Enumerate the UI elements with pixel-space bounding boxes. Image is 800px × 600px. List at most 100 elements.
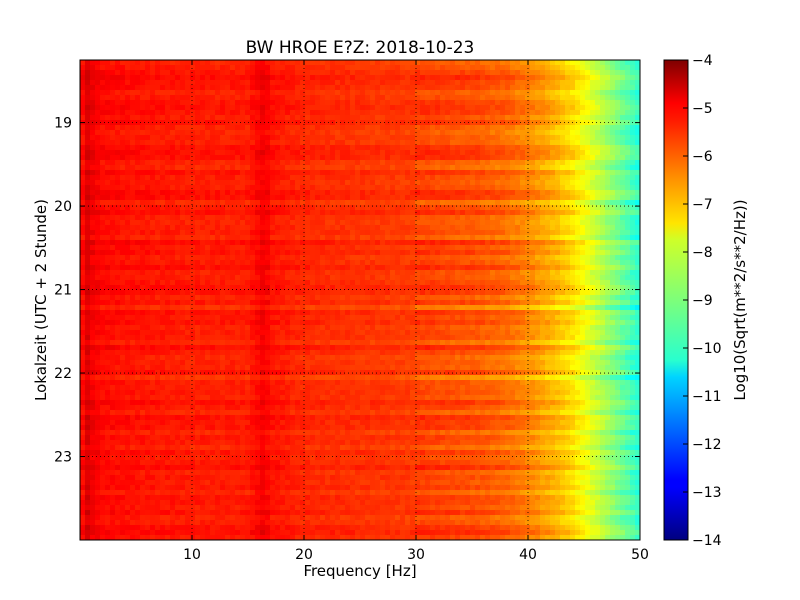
heatmap-cell [80,250,86,256]
heatmap-cell [100,280,106,286]
heatmap-cell [625,85,631,91]
heatmap-cell [180,180,186,186]
heatmap-cell [180,170,186,176]
heatmap-cell [360,155,366,161]
heatmap-cell [255,110,261,116]
heatmap-cell [610,135,616,141]
heatmap-cell [560,95,566,101]
heatmap-cell [530,175,536,181]
heatmap-cell [275,180,281,186]
heatmap-cell [550,230,556,236]
heatmap-cell [405,155,411,161]
heatmap-cell [340,220,346,226]
heatmap-cell [455,85,461,91]
heatmap-cell [110,275,116,281]
heatmap-cell [535,135,541,141]
heatmap-cell [105,280,111,286]
heatmap-cell [180,140,186,146]
heatmap-cell [435,255,441,261]
heatmap-cell [155,95,161,101]
heatmap-cell [295,145,301,151]
heatmap-cell [85,255,91,261]
heatmap-cell [150,185,156,191]
heatmap-cell [470,70,476,76]
heatmap-cell [505,275,511,281]
heatmap-cell [620,255,626,261]
heatmap-cell [475,250,481,256]
heatmap-cell [110,190,116,196]
heatmap-cell [635,175,640,181]
heatmap-cell [255,235,261,241]
heatmap-cell [475,155,481,161]
heatmap-cell [165,205,171,211]
heatmap-cell [195,130,201,136]
heatmap-cell [365,80,371,86]
heatmap-cell [225,180,231,186]
heatmap-cell [175,70,181,76]
heatmap-cell [230,230,236,236]
heatmap-cell [420,155,426,161]
heatmap-cell [310,80,316,86]
heatmap-cell [585,180,591,186]
heatmap-cell [245,190,251,196]
heatmap-cell [455,75,461,81]
heatmap-cell [190,105,196,111]
heatmap-cell [630,235,636,241]
heatmap-cell [560,165,566,171]
heatmap-cell [470,210,476,216]
heatmap-cell [175,130,181,136]
heatmap-cell [315,155,321,161]
heatmap-cell [120,115,126,121]
heatmap-cell [285,155,291,161]
heatmap-cell [385,215,391,221]
heatmap-cell [465,185,471,191]
heatmap-cell [320,145,326,151]
heatmap-cell [130,85,136,91]
heatmap-cell [345,225,351,231]
heatmap-cell [225,125,231,131]
heatmap-cell [635,180,640,186]
heatmap-cell [605,180,611,186]
heatmap-cell [420,135,426,141]
heatmap-cell [560,70,566,76]
heatmap-cell [445,195,451,201]
heatmap-cell [495,90,501,96]
heatmap-cell [305,140,311,146]
heatmap-cell [620,70,626,76]
heatmap-cell [135,85,141,91]
heatmap-cell [510,220,516,226]
heatmap-cell [390,205,396,211]
heatmap-cell [90,85,96,91]
heatmap-cell [635,200,640,206]
heatmap-cell [555,265,561,271]
heatmap-cell [105,265,111,271]
heatmap-cell [225,270,231,276]
heatmap-cell [510,215,516,221]
heatmap-cell [490,180,496,186]
heatmap-cell [310,125,316,131]
heatmap-cell [430,130,436,136]
heatmap-cell [460,205,466,211]
heatmap-cell [585,105,591,111]
heatmap-cell [465,175,471,181]
heatmap-cell [145,100,151,106]
heatmap-cell [375,125,381,131]
heatmap-cell [100,125,106,131]
heatmap-cell [415,100,421,106]
heatmap-cell [135,265,141,271]
heatmap-cell [150,270,156,276]
heatmap-cell [370,115,376,121]
heatmap-cell [385,245,391,251]
heatmap-cell [160,190,166,196]
heatmap-cell [225,195,231,201]
heatmap-cell [215,105,221,111]
heatmap-cell [390,270,396,276]
heatmap-cell [175,85,181,91]
heatmap-cell [505,70,511,76]
heatmap-cell [425,230,431,236]
heatmap-cell [270,90,276,96]
heatmap-cell [80,75,86,81]
heatmap-cell [460,250,466,256]
heatmap-cell [100,115,106,121]
heatmap-cell [95,250,101,256]
